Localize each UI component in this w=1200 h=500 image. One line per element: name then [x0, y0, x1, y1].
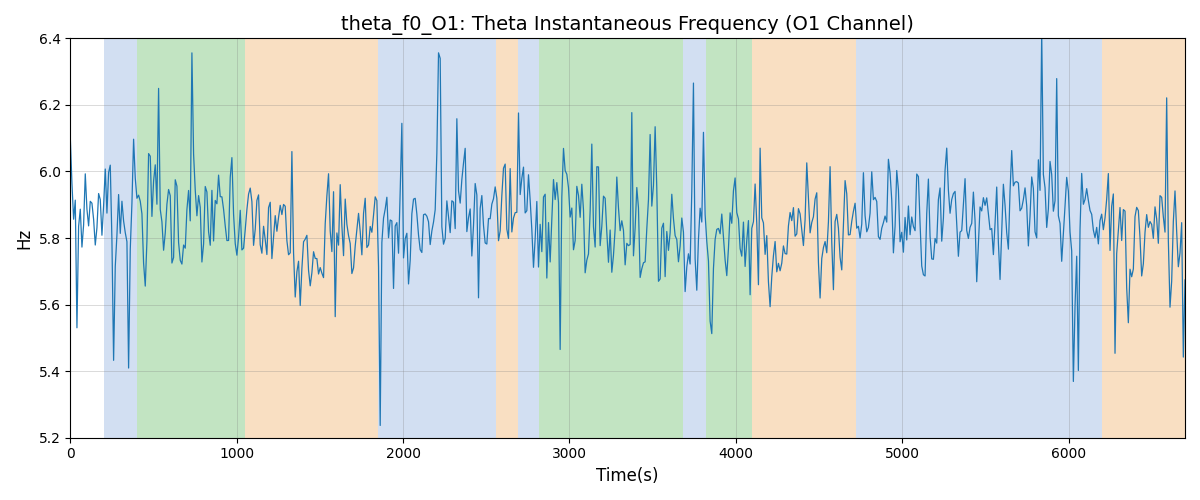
Bar: [103, 38, 137, 438]
Bar: [856, 38, 1102, 438]
Y-axis label: Hz: Hz: [16, 228, 34, 248]
Bar: [518, 38, 540, 438]
Bar: [137, 38, 245, 438]
Bar: [1102, 38, 1186, 438]
Bar: [706, 38, 752, 438]
Bar: [752, 38, 856, 438]
Title: theta_f0_O1: Theta Instantaneous Frequency (O1 Channel): theta_f0_O1: Theta Instantaneous Frequen…: [341, 15, 914, 35]
X-axis label: Time(s): Time(s): [596, 467, 659, 485]
Bar: [497, 38, 518, 438]
Bar: [683, 38, 706, 438]
Bar: [245, 38, 378, 438]
Bar: [540, 38, 683, 438]
Bar: [378, 38, 497, 438]
